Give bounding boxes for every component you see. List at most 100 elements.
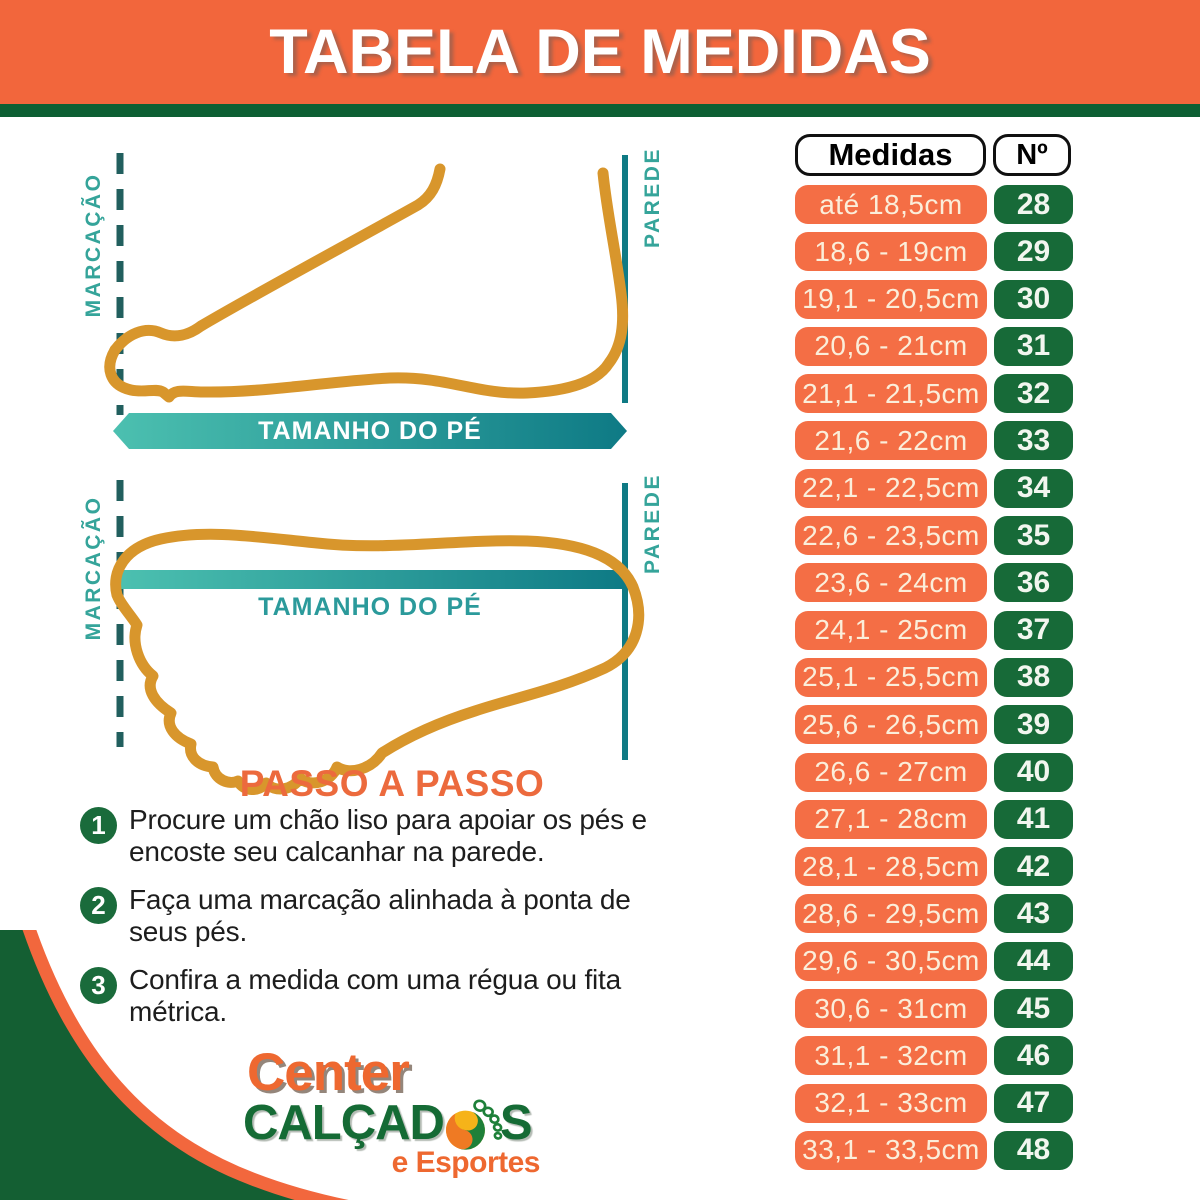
- size-number-cell: 38: [994, 657, 1073, 697]
- measure-range-cell: 27,1 - 28cm: [795, 799, 987, 839]
- table-row: 26,6 - 27cm 40: [795, 752, 1077, 792]
- table-row: 25,1 - 25,5cm 38: [795, 657, 1077, 697]
- table-row: 31,1 - 32cm 46: [795, 1036, 1077, 1076]
- measure-range-cell: 32,1 - 33cm: [795, 1083, 987, 1123]
- measure-range-cell: 25,6 - 26,5cm: [795, 705, 987, 745]
- measure-range-cell: 31,1 - 32cm: [795, 1036, 987, 1076]
- wall-label-bottom: PAREDE: [641, 473, 664, 574]
- measure-range-cell: 22,6 - 23,5cm: [795, 516, 987, 556]
- measure-range-cell: até 18,5cm: [795, 185, 987, 224]
- table-row: 22,1 - 22,5cm 34: [795, 468, 1077, 508]
- size-number-cell: 45: [994, 989, 1073, 1029]
- steps-title: PASSO A PASSO: [239, 763, 545, 804]
- page-title: TABELA DE MEDIDAS: [269, 17, 931, 87]
- table-row: 25,6 - 26,5cm 39: [795, 705, 1077, 745]
- table-row: 33,1 - 33,5cm 48: [795, 1130, 1077, 1170]
- size-number-cell: 30: [994, 279, 1073, 319]
- measure-range-cell: 33,1 - 33,5cm: [795, 1130, 987, 1170]
- size-number-cell: 34: [994, 468, 1073, 508]
- measure-range-cell: 21,1 - 21,5cm: [795, 374, 987, 414]
- foot-size-measure-bar: [121, 570, 625, 589]
- table-row: 30,6 - 31cm 45: [795, 989, 1077, 1029]
- measure-range-cell: 23,6 - 24cm: [795, 563, 987, 603]
- foot-size-arrow: TAMANHO DO PÉ: [113, 413, 627, 449]
- foot-outline-instep: [109, 163, 446, 356]
- size-number-cell: 33: [994, 421, 1073, 461]
- size-number-cell: 46: [994, 1036, 1073, 1076]
- step-item: 3 Confira a medida com uma régua ou fita…: [80, 964, 680, 1029]
- size-number-cell: 32: [994, 374, 1073, 414]
- measure-range-cell: 28,6 - 29,5cm: [795, 894, 987, 934]
- size-table-body: até 18,5cm 28 18,6 - 19cm 29 19,1 - 20,5…: [795, 185, 1077, 1170]
- logo-word-calcados: CALÇAD S: [243, 1092, 533, 1154]
- steps-list: 1 Procure um chão liso para apoiar os pé…: [80, 804, 680, 1029]
- measure-range-cell: 20,6 - 21cm: [795, 326, 987, 366]
- table-row: 27,1 - 28cm 41: [795, 799, 1077, 839]
- measure-range-cell: 24,1 - 25cm: [795, 610, 987, 650]
- header-banner: TABELA DE MEDIDAS: [0, 0, 1200, 104]
- number-column-header: Nº: [993, 134, 1071, 176]
- step-item: 2 Faça uma marcação alinhada à ponta de …: [80, 884, 680, 949]
- measure-range-cell: 26,6 - 27cm: [795, 752, 987, 792]
- footprint-logo-icon: [445, 1099, 503, 1150]
- table-row: 29,6 - 30,5cm 44: [795, 941, 1077, 981]
- size-number-cell: 28: [994, 185, 1073, 224]
- table-row: 28,6 - 29,5cm 43: [795, 894, 1077, 934]
- step-item: 1 Procure um chão liso para apoiar os pé…: [80, 804, 680, 869]
- step-text: Procure um chão liso para apoiar os pés …: [129, 804, 647, 868]
- step-number-badge: 1: [80, 807, 117, 844]
- size-number-cell: 47: [994, 1083, 1073, 1123]
- measure-range-cell: 28,1 - 28,5cm: [795, 847, 987, 887]
- size-number-cell: 42: [994, 847, 1073, 887]
- size-number-cell: 48: [994, 1130, 1073, 1170]
- size-number-cell: 37: [994, 610, 1073, 650]
- size-number-cell: 44: [994, 941, 1073, 981]
- size-number-cell: 31: [994, 326, 1073, 366]
- header-divider: [0, 104, 1200, 117]
- step-text: Faça uma marcação alinhada à ponta de se…: [129, 883, 631, 948]
- measure-range-cell: 29,6 - 30,5cm: [795, 941, 987, 981]
- measure-range-cell: 30,6 - 31cm: [795, 989, 987, 1029]
- footprint-top-view-diagram: [110, 480, 645, 795]
- size-number-cell: 29: [994, 232, 1073, 272]
- marking-label-top: MARCAÇÃO: [82, 172, 105, 318]
- logo-text-before-icon: CALÇAD: [243, 1096, 445, 1150]
- table-row: 32,1 - 33cm 47: [795, 1083, 1077, 1123]
- measure-range-cell: 18,6 - 19cm: [795, 232, 987, 272]
- size-table: Medidas Nº até 18,5cm 28 18,6 - 19cm 29 …: [795, 134, 1077, 1170]
- foot-outline-sole: [104, 167, 629, 403]
- table-row: 19,1 - 20,5cm 30: [795, 279, 1077, 319]
- table-row: 28,1 - 28,5cm 42: [795, 847, 1077, 887]
- logo-word-center: Center: [247, 1043, 410, 1102]
- wall-label-top: PAREDE: [641, 147, 664, 248]
- table-row: 18,6 - 19cm 29: [795, 232, 1077, 272]
- size-number-cell: 39: [994, 705, 1073, 745]
- foot-size-bar-label: TAMANHO DO PÉ: [258, 593, 482, 621]
- logo-text-after-icon: S: [499, 1096, 533, 1150]
- size-number-cell: 36: [994, 563, 1073, 603]
- measures-column-header: Medidas: [795, 134, 986, 176]
- measure-range-cell: 19,1 - 20,5cm: [795, 279, 987, 319]
- step-number-badge: 3: [80, 966, 117, 1004]
- table-row: 21,6 - 22cm 33: [795, 421, 1077, 461]
- measure-range-cell: 25,1 - 25,5cm: [795, 657, 987, 697]
- foot-size-arrow-label: TAMANHO DO PÉ: [258, 416, 482, 445]
- size-number-cell: 40: [994, 752, 1073, 792]
- table-row: 20,6 - 21cm 31: [795, 326, 1077, 366]
- table-row: até 18,5cm 28: [795, 185, 1077, 224]
- logo-word-esportes: e Esportes: [391, 1146, 541, 1179]
- size-number-cell: 35: [994, 516, 1073, 556]
- measure-range-cell: 22,1 - 22,5cm: [795, 468, 987, 508]
- marking-label-bottom: MARCAÇÃO: [82, 495, 105, 641]
- measure-range-cell: 21,6 - 22cm: [795, 421, 987, 461]
- size-number-cell: 43: [994, 894, 1073, 934]
- step-text: Confira a medida com uma régua ou fita m…: [129, 963, 621, 1028]
- footprint-outline: [110, 528, 645, 795]
- step-number-badge: 2: [80, 886, 117, 924]
- table-row: 24,1 - 25cm 37: [795, 610, 1077, 650]
- foot-side-view-diagram: [104, 153, 629, 415]
- table-row: 23,6 - 24cm 36: [795, 563, 1077, 603]
- table-row: 21,1 - 21,5cm 32: [795, 374, 1077, 414]
- table-row: 22,6 - 23,5cm 35: [795, 516, 1077, 556]
